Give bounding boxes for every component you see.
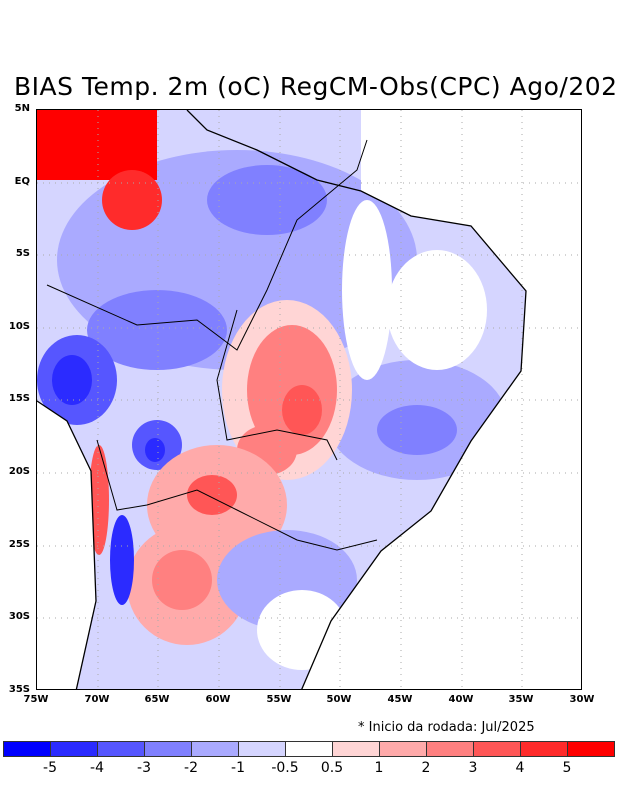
colorbar-swatch — [51, 742, 98, 756]
lat-label: 15S — [8, 393, 30, 404]
lat-label: EQ — [14, 176, 30, 187]
pacific-ocean — [37, 401, 96, 689]
lat-label: 10S — [8, 321, 30, 332]
coastline-atlantic — [186, 110, 527, 689]
lon-label: 70W — [84, 694, 110, 705]
lon-label: 45W — [387, 694, 413, 705]
lon-label: 65W — [144, 694, 170, 705]
colorbar-label: -4 — [90, 760, 104, 776]
colorbar-label: -1 — [231, 760, 245, 776]
colorbar-label: 2 — [421, 760, 431, 776]
lon-label: 50W — [326, 694, 352, 705]
colorbar-swatch — [4, 742, 51, 756]
lon-label: 75W — [23, 694, 49, 705]
colorbar — [3, 741, 615, 757]
lon-label: 30W — [569, 694, 595, 705]
colorbar-swatch — [333, 742, 380, 756]
colorbar-swatch — [145, 742, 192, 756]
red-region-north — [37, 110, 157, 180]
run-start-note: * Inicio da rodada: Jul/2025 — [358, 720, 535, 735]
colorbar-label: -2 — [184, 760, 198, 776]
colorbar-label: 3 — [468, 760, 478, 776]
colorbar-swatch — [192, 742, 239, 756]
gridlines — [37, 110, 581, 689]
lon-label: 40W — [448, 694, 474, 705]
colorbar-label: 5 — [562, 760, 572, 776]
lat-label: 25S — [8, 539, 30, 550]
contour-field — [37, 110, 581, 689]
borders — [216, 309, 338, 461]
colorbar-swatch — [568, 742, 614, 756]
colorbar-label: 4 — [515, 760, 525, 776]
lon-label: 60W — [205, 694, 231, 705]
lon-label: 35W — [508, 694, 534, 705]
lat-label: 30S — [8, 611, 30, 622]
lat-label: 5S — [15, 248, 30, 259]
coastline-pacific — [37, 400, 97, 689]
lon-label: 55W — [266, 694, 292, 705]
bias-map — [36, 109, 582, 690]
colorbar-label: -5 — [43, 760, 57, 776]
colorbar-swatch — [474, 742, 521, 756]
lat-label: 20S — [8, 466, 30, 477]
lat-label: 5N — [14, 103, 30, 114]
colorbar-swatch — [286, 742, 333, 756]
colorbar-label: -0.5 — [271, 760, 299, 776]
colorbar-swatch — [427, 742, 474, 756]
colorbar-label: 0.5 — [320, 760, 344, 776]
borders — [46, 139, 368, 351]
colorbar-label: 1 — [374, 760, 384, 776]
borders — [96, 439, 378, 551]
colorbar-swatch — [239, 742, 286, 756]
colorbar-swatch — [521, 742, 568, 756]
colorbar-swatch — [98, 742, 145, 756]
map-title: BIAS Temp. 2m (oC) RegCM-Obs(CPC) Ago/20… — [14, 72, 618, 101]
lat-label: 35S — [8, 684, 30, 695]
colorbar-swatch — [380, 742, 427, 756]
colorbar-label: -3 — [137, 760, 151, 776]
